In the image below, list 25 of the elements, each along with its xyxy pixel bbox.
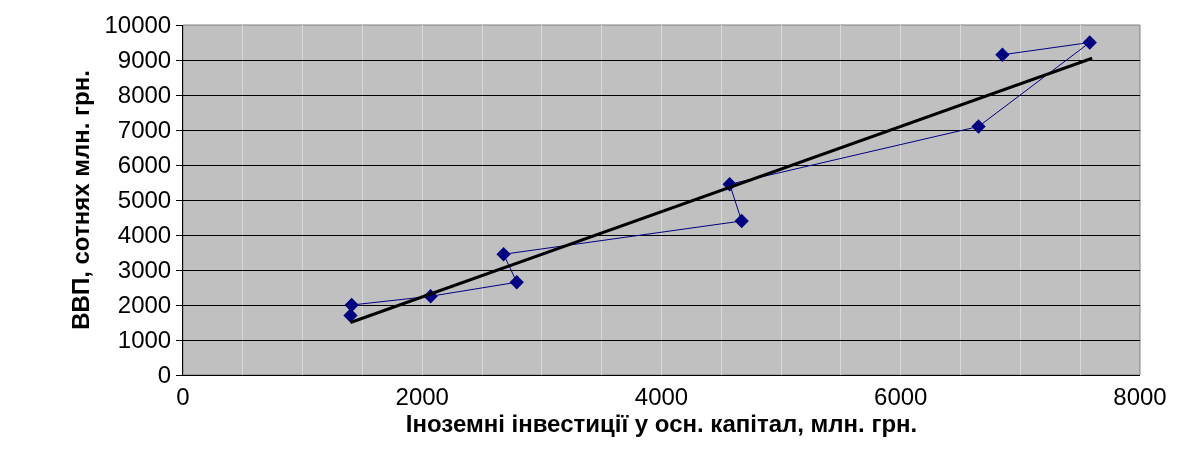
x-tick-label: 6000: [874, 382, 928, 410]
x-tick-label: 0: [176, 382, 190, 410]
y-tick-label: 10000: [104, 11, 172, 39]
y-tick-label: 7000: [117, 116, 172, 144]
y-tick-label: 5000: [117, 186, 172, 214]
point: [344, 297, 359, 313]
y-tick-label: 0: [157, 361, 172, 389]
point: [509, 275, 524, 290]
y-tick-label: 8000: [117, 81, 172, 109]
point: [1082, 35, 1097, 50]
y-tick-label: 3000: [117, 256, 172, 284]
y-tick-label: 9000: [117, 46, 172, 74]
x-axis-title: Іноземні інвестиції у осн. капітал, млн. грн.: [405, 409, 918, 437]
point: [971, 119, 986, 134]
point: [496, 247, 511, 262]
y-tick-label: 1000: [117, 326, 172, 354]
y-tick-label: 2000: [117, 291, 172, 319]
x-tick-label: 2000: [395, 382, 449, 410]
x-tick-label: 4000: [634, 382, 689, 410]
y-axis-title: ВВП, сотнях млн. грн.: [66, 70, 94, 330]
y-tick-label: 4000: [117, 221, 172, 249]
x-tick-label: 8000: [1113, 382, 1167, 410]
point: [734, 213, 749, 229]
point: [995, 47, 1010, 62]
y-tick-label: 6000: [117, 151, 172, 179]
